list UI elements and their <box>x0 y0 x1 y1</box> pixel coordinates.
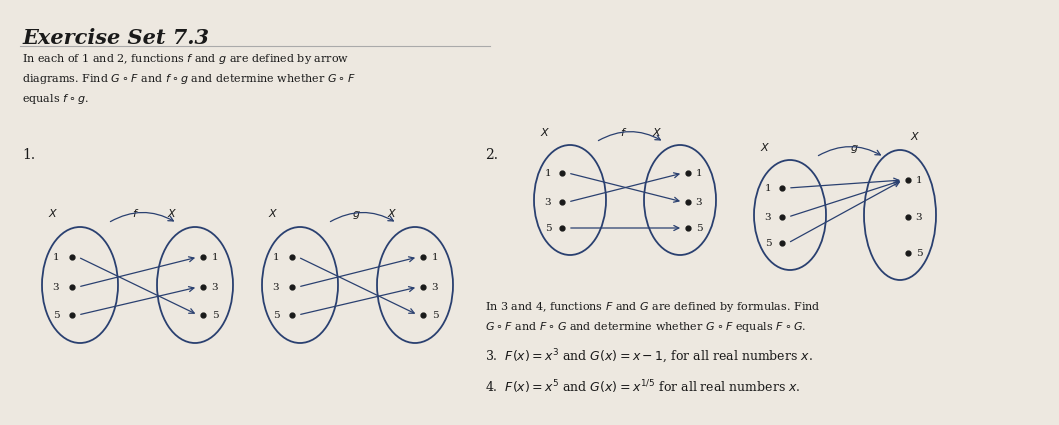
Text: 3: 3 <box>212 283 218 292</box>
Text: 5: 5 <box>765 238 771 247</box>
Text: 5: 5 <box>916 249 922 258</box>
Text: 5: 5 <box>272 311 280 320</box>
Text: $X$: $X$ <box>760 141 770 153</box>
Text: 1: 1 <box>916 176 922 184</box>
Text: 1.: 1. <box>22 148 35 162</box>
Text: 3: 3 <box>272 283 280 292</box>
Text: $X$: $X$ <box>167 207 177 219</box>
Text: $X$: $X$ <box>540 126 551 138</box>
Text: 5: 5 <box>696 224 702 232</box>
Text: 1: 1 <box>53 252 59 261</box>
Text: 1: 1 <box>432 252 438 261</box>
Text: 1: 1 <box>544 168 552 178</box>
Text: $X$: $X$ <box>387 207 397 219</box>
Text: 3: 3 <box>765 212 771 221</box>
Text: In each of 1 and 2, functions $f$ and $g$ are defined by arrow
diagrams. Find $G: In each of 1 and 2, functions $f$ and $g… <box>22 52 356 106</box>
Text: $X$: $X$ <box>48 207 58 219</box>
Text: 1: 1 <box>212 252 218 261</box>
Text: 4.  $F(x) = x^5$ and $G(x) = x^{1/5}$ for all real numbers $x$.: 4. $F(x) = x^5$ and $G(x) = x^{1/5}$ for… <box>485 378 801 396</box>
Text: 1: 1 <box>765 184 771 193</box>
Text: 3: 3 <box>696 198 702 207</box>
Text: $f$: $f$ <box>132 207 140 219</box>
Text: 5: 5 <box>544 224 552 232</box>
Text: 5: 5 <box>212 311 218 320</box>
Text: 1: 1 <box>272 252 280 261</box>
Text: Exercise Set 7.3: Exercise Set 7.3 <box>22 28 209 48</box>
Text: $X$: $X$ <box>910 130 920 142</box>
Text: 3: 3 <box>53 283 59 292</box>
Text: 3.  $F(x) = x^3$ and $G(x) = x - 1$, for all real numbers $x$.: 3. $F(x) = x^3$ and $G(x) = x - 1$, for … <box>485 348 813 366</box>
Text: 5: 5 <box>432 311 438 320</box>
Text: $g$: $g$ <box>352 209 361 221</box>
Text: $f$: $f$ <box>620 126 627 138</box>
Text: 1: 1 <box>696 168 702 178</box>
Text: 3: 3 <box>432 283 438 292</box>
Text: 5: 5 <box>53 311 59 320</box>
Text: $X$: $X$ <box>268 207 279 219</box>
Text: 2.: 2. <box>485 148 498 162</box>
Text: 3: 3 <box>916 212 922 221</box>
Text: In 3 and 4, functions $F$ and $G$ are defined by formulas. Find
$G\circ F$ and $: In 3 and 4, functions $F$ and $G$ are de… <box>485 300 821 334</box>
Text: 3: 3 <box>544 198 552 207</box>
Text: $X$: $X$ <box>652 126 662 138</box>
Text: $g$: $g$ <box>850 143 859 155</box>
